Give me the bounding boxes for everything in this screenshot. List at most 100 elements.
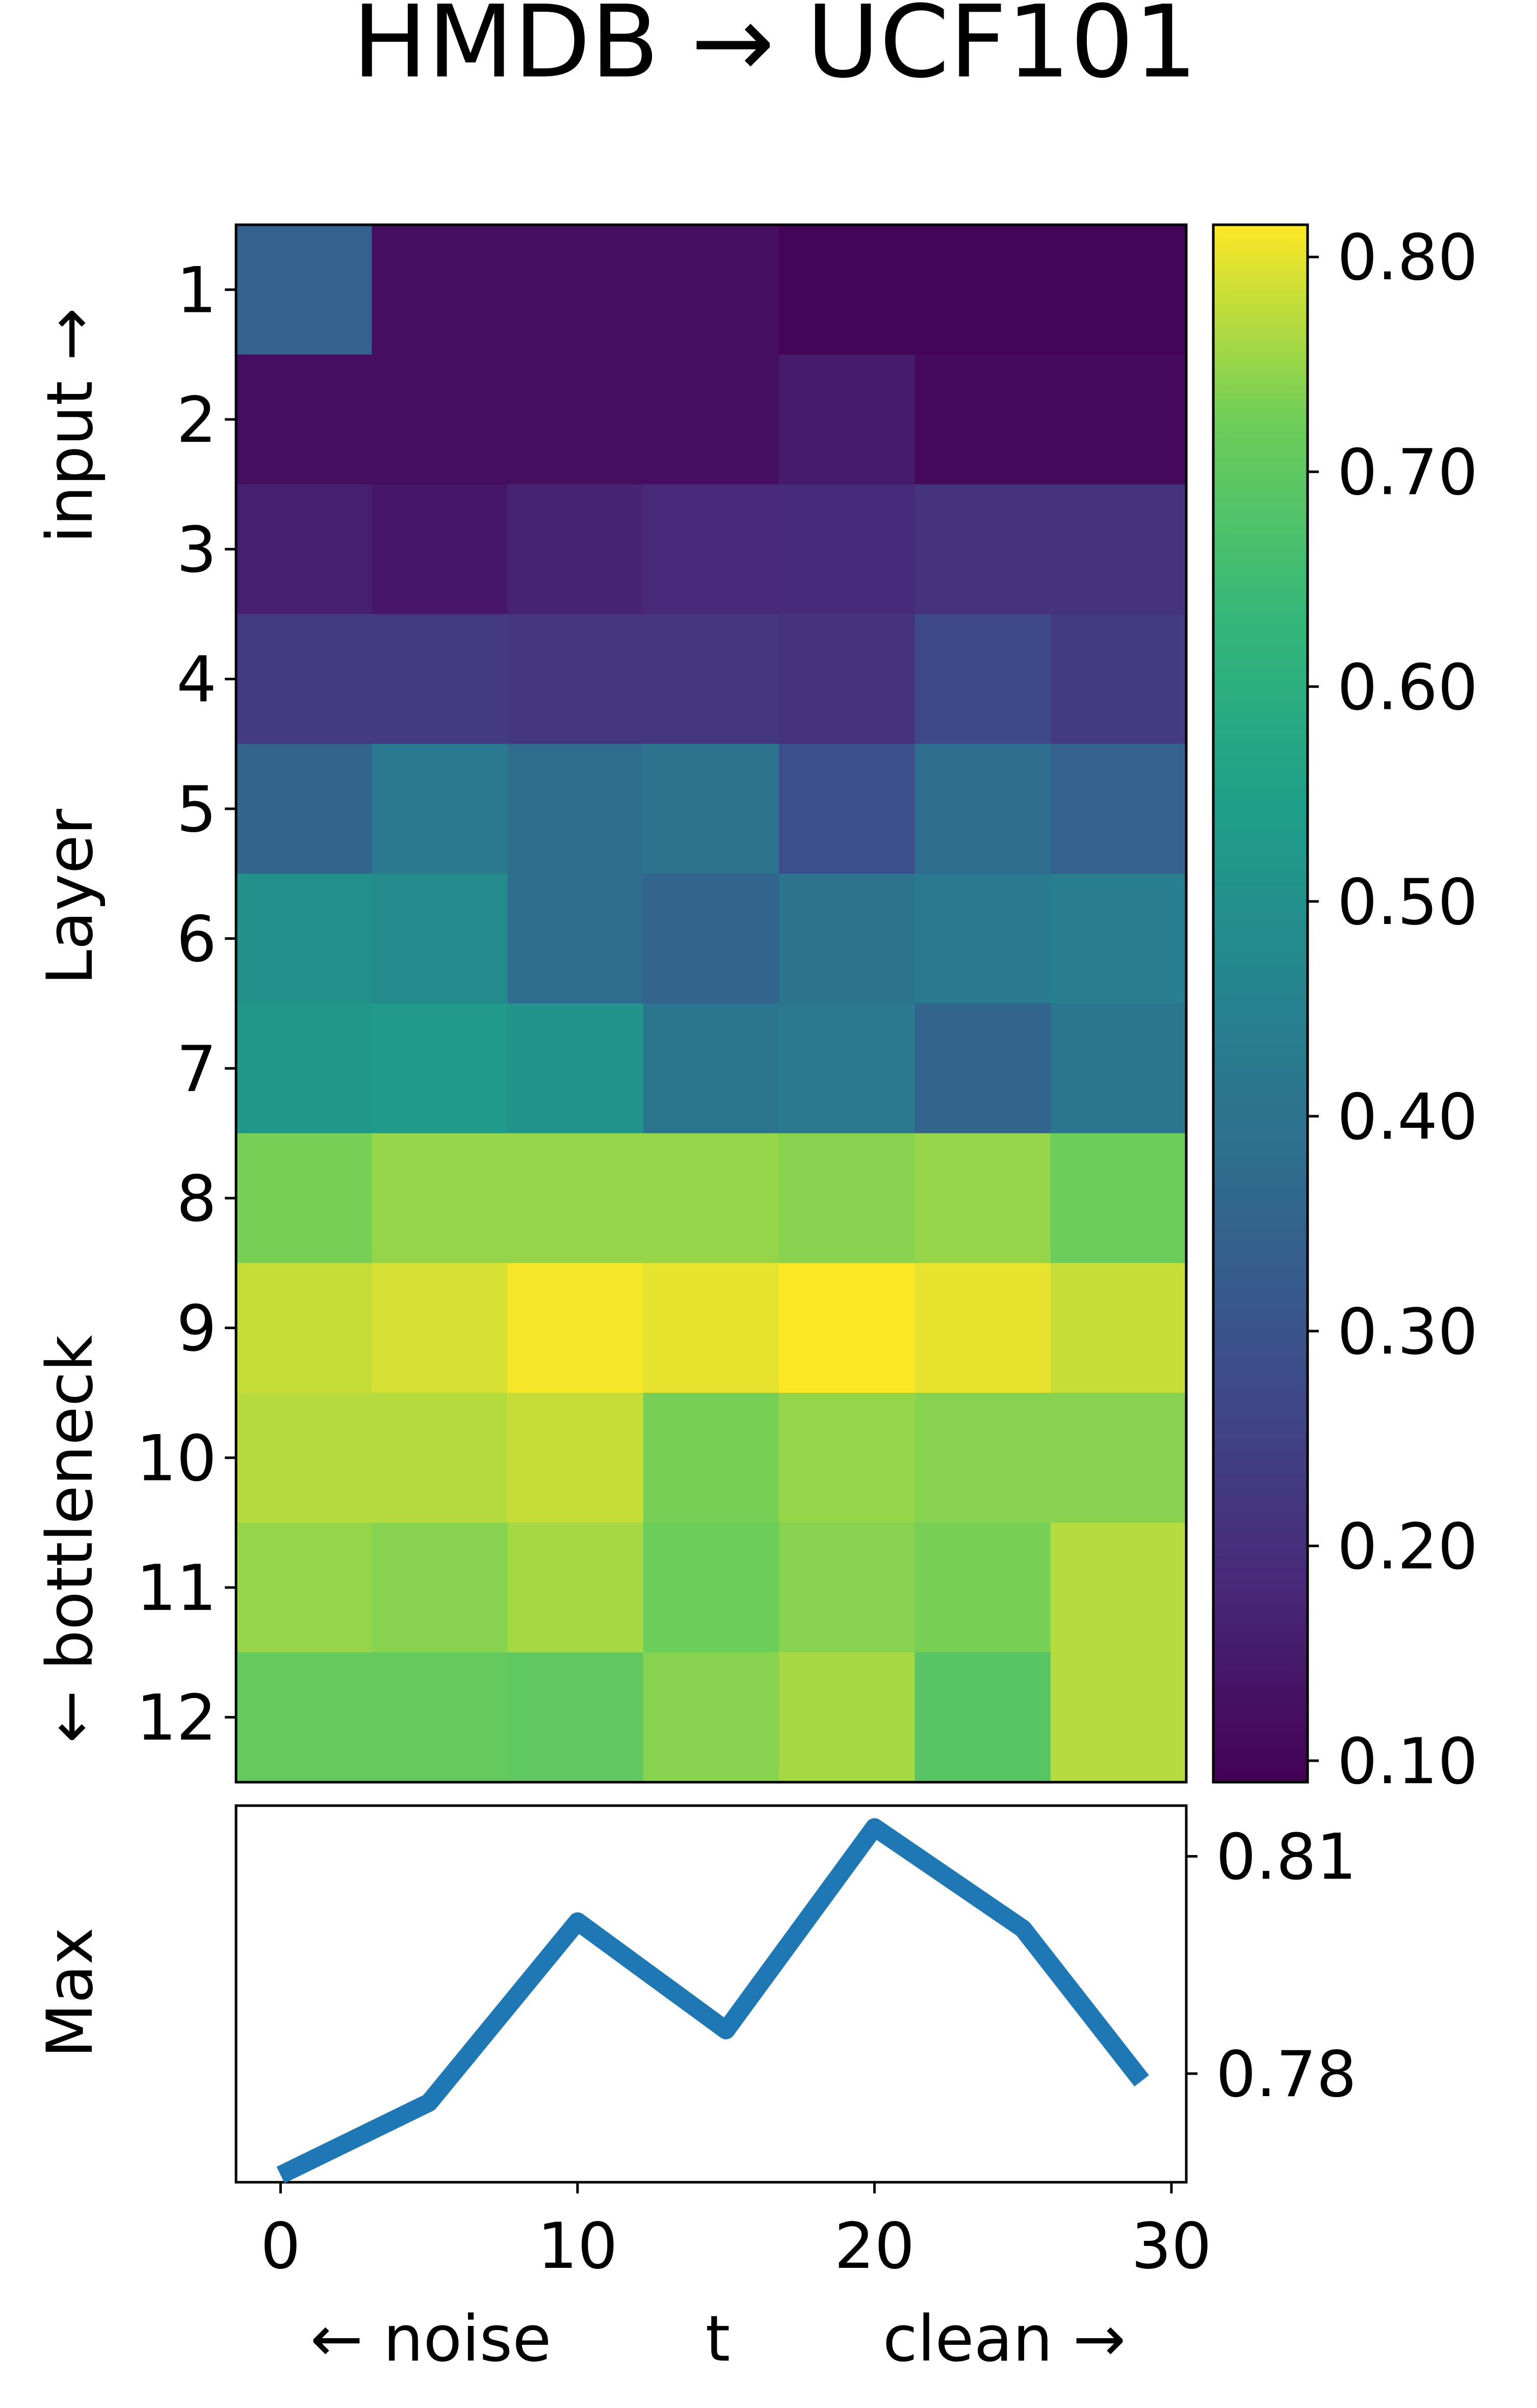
colorbar-tick-label: 0.30 bbox=[1337, 1295, 1478, 1369]
heatmap-cell bbox=[1050, 484, 1187, 615]
line-plot-ticks: 0 10 20 30 0.78 0.81 bbox=[260, 1820, 1357, 2283]
heatmap-cell bbox=[1050, 1263, 1187, 1393]
heatmap-cell bbox=[236, 614, 372, 745]
heatmap-cell bbox=[372, 225, 508, 355]
xlabel-noise: ← noise bbox=[310, 2303, 551, 2376]
xlabel-t: t bbox=[706, 2303, 731, 2376]
ylabel-input: input → bbox=[34, 308, 107, 543]
heatmap-cell bbox=[236, 874, 372, 1004]
heatmap-cell bbox=[236, 1652, 372, 1783]
heatmap-cell bbox=[915, 1263, 1051, 1393]
colorbar-tick-label: 0.10 bbox=[1337, 1725, 1478, 1798]
heatmap-cell bbox=[372, 484, 508, 615]
heatmap-cell bbox=[1050, 614, 1187, 745]
heatmap-cell bbox=[643, 1393, 779, 1523]
heatmap-cell bbox=[915, 1522, 1051, 1653]
heatmap-cell bbox=[915, 1003, 1051, 1134]
heatmap-cell bbox=[507, 1393, 644, 1523]
heatmap-cell bbox=[1050, 225, 1187, 355]
heatmap-cell bbox=[1050, 1522, 1187, 1653]
x-tick-label: 30 bbox=[1131, 2210, 1212, 2283]
row-tick-label: 5 bbox=[176, 773, 217, 846]
heatmap-cell bbox=[779, 1522, 916, 1653]
heatmap-cell bbox=[779, 874, 916, 1004]
heatmap-cell bbox=[915, 614, 1051, 745]
heatmap-cell bbox=[779, 1393, 916, 1523]
heatmap-cell bbox=[1050, 1652, 1187, 1783]
heatmap-cells bbox=[236, 225, 1187, 1783]
heatmap-cell bbox=[643, 225, 779, 355]
heatmap-cell bbox=[236, 1263, 372, 1393]
colorbar-tick-label: 0.70 bbox=[1337, 436, 1478, 510]
heatmap-cell bbox=[236, 1393, 372, 1523]
colorbar-tick-label: 0.50 bbox=[1337, 866, 1478, 939]
heatmap-cell bbox=[507, 874, 644, 1004]
row-tick-label: 2 bbox=[176, 384, 217, 457]
row-tick-label: 11 bbox=[136, 1552, 217, 1625]
colorbar-tick-label: 0.20 bbox=[1337, 1510, 1478, 1583]
heatmap-cell bbox=[372, 1393, 508, 1523]
heatmap-cell bbox=[643, 874, 779, 1004]
heatmap-cell bbox=[779, 1652, 916, 1783]
heatmap-cell bbox=[236, 1003, 372, 1134]
heatmap-cell bbox=[779, 225, 916, 355]
heatmap-cell bbox=[643, 1522, 779, 1653]
heatmap-cell bbox=[643, 1133, 779, 1263]
ylabel-bottleneck: ← bottleneck bbox=[34, 1335, 107, 1743]
x-tick-label: 10 bbox=[537, 2210, 618, 2283]
heatmap-cell bbox=[643, 484, 779, 615]
heatmap-cell bbox=[372, 354, 508, 485]
colorbar-tick-label: 0.80 bbox=[1337, 221, 1478, 295]
heatmap-cell bbox=[643, 1652, 779, 1783]
heatmap-cell bbox=[643, 354, 779, 485]
heatmap-cell bbox=[507, 1263, 644, 1393]
row-tick-label: 1 bbox=[176, 254, 217, 327]
heatmap-cell bbox=[915, 744, 1051, 874]
row-tick-label: 12 bbox=[136, 1682, 217, 1755]
y-tick-label: 0.78 bbox=[1216, 2038, 1357, 2111]
colorbar-tick-label: 0.60 bbox=[1337, 651, 1478, 724]
heatmap-cell bbox=[372, 744, 508, 874]
heatmap-cell bbox=[1050, 354, 1187, 485]
heatmap-cell bbox=[915, 225, 1051, 355]
heatmap-cell bbox=[643, 614, 779, 745]
line-plot-frame bbox=[235, 1804, 1188, 2184]
heatmap-cell bbox=[779, 614, 916, 745]
x-tick-label: 20 bbox=[834, 2210, 915, 2283]
row-tick-label: 8 bbox=[176, 1162, 217, 1236]
heatmap-cell bbox=[1050, 874, 1187, 1004]
row-tick-label: 10 bbox=[136, 1422, 217, 1495]
heatmap-cell bbox=[643, 1003, 779, 1134]
heatmap-cell bbox=[1050, 1003, 1187, 1134]
heatmap-cell bbox=[236, 744, 372, 874]
row-tick-label: 4 bbox=[176, 643, 217, 717]
heatmap-cell bbox=[915, 484, 1051, 615]
heatmap-cell bbox=[372, 1652, 508, 1783]
y-tick-label: 0.81 bbox=[1216, 1820, 1357, 1894]
heatmap-cell bbox=[779, 1263, 916, 1393]
heatmap-cell bbox=[507, 1522, 644, 1653]
heatmap-cell bbox=[915, 354, 1051, 485]
heatmap-cell bbox=[915, 1652, 1051, 1783]
heatmap-cell bbox=[236, 1522, 372, 1653]
heatmap-cell bbox=[915, 1133, 1051, 1263]
heatmap-cell bbox=[507, 1133, 644, 1263]
heatmap-cell bbox=[372, 1263, 508, 1393]
heatmap-cell bbox=[507, 225, 644, 355]
heatmap-cell bbox=[1050, 1393, 1187, 1523]
xlabel-clean: clean → bbox=[883, 2303, 1126, 2376]
heatmap-cell bbox=[779, 1133, 916, 1263]
row-tick-label: 3 bbox=[176, 514, 217, 587]
heatmap-cell bbox=[779, 744, 916, 874]
heatmap-cell bbox=[779, 354, 916, 485]
heatmap-cell bbox=[372, 1003, 508, 1134]
heatmap-cell bbox=[507, 1003, 644, 1134]
heatmap-cell bbox=[1050, 744, 1187, 874]
colorbar bbox=[1212, 223, 1309, 1784]
heatmap-cell bbox=[915, 1393, 1051, 1523]
ylabel-layer: Layer bbox=[34, 809, 107, 985]
heatmap-cell bbox=[507, 354, 644, 485]
heatmap-cell bbox=[236, 484, 372, 615]
